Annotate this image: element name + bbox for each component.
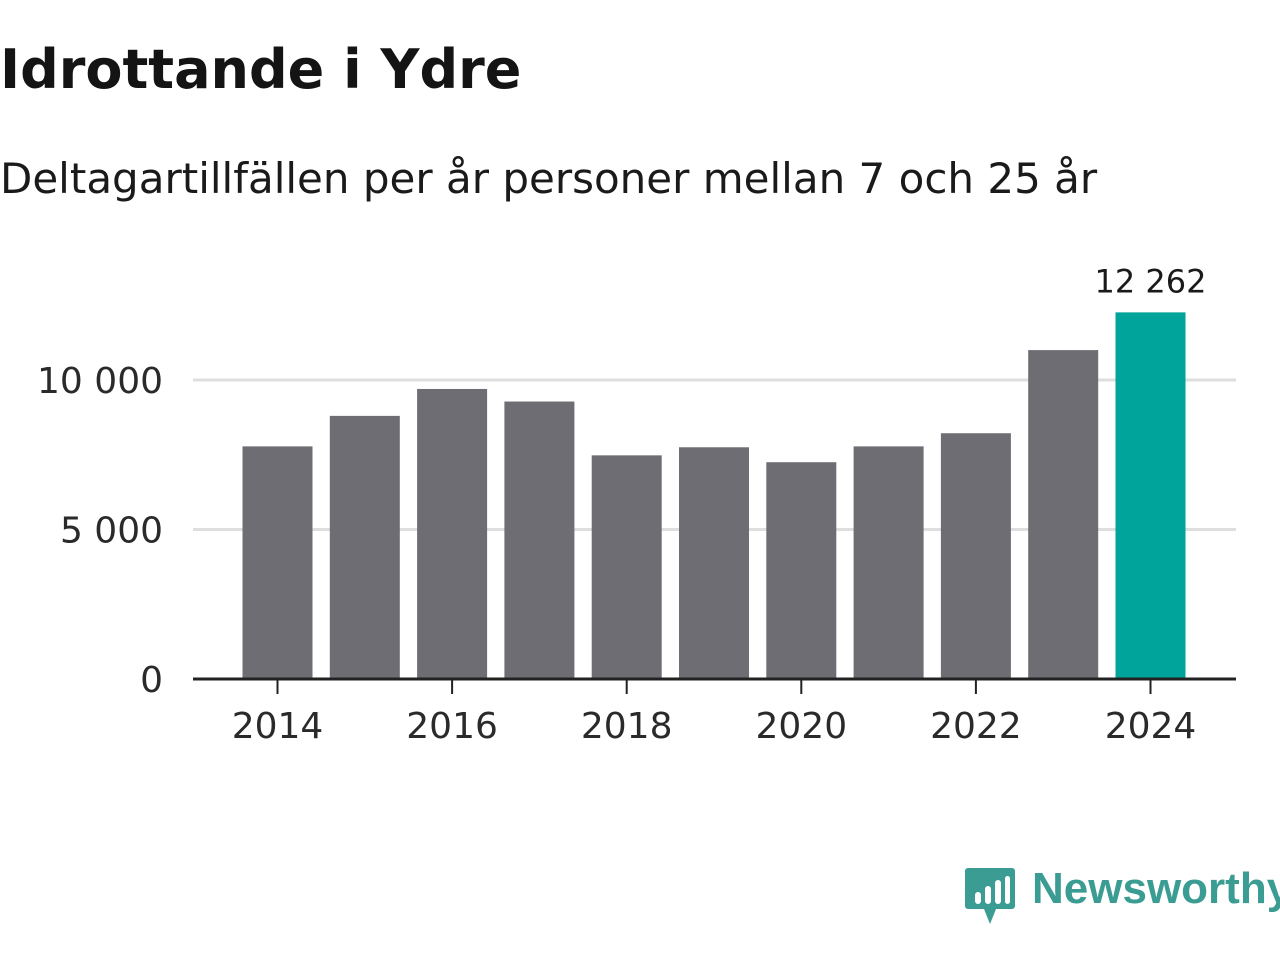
bar-2018: [591, 455, 662, 679]
bar-2020: [766, 462, 837, 679]
bar-2019: [679, 447, 749, 679]
bar-2016: [417, 388, 488, 679]
bars: [242, 312, 1186, 679]
x-axis: [193, 677, 1236, 694]
x-tick-label: 2016: [406, 706, 498, 747]
bar-chart: 0 5 000 10 000 2014 2016 2018 2020 2022 2024 12 2…: [37, 262, 1236, 747]
newsworthy-logo: Newsworthy: [964, 864, 1280, 928]
bar-2014: [242, 446, 313, 679]
y-tick-label: 5 000: [60, 511, 163, 552]
newsworthy-logo-icon: [965, 868, 1015, 924]
chart-subtitle: Deltagartillfällen per år personer mella…: [0, 154, 1098, 203]
x-tick-label: 2020: [755, 706, 847, 747]
bar-2023: [1028, 350, 1099, 679]
y-tick-label: 0: [140, 660, 163, 701]
x-tick-label: 2022: [930, 706, 1022, 747]
bar-2017: [504, 401, 575, 679]
bar-2015: [329, 415, 400, 679]
bar-2024: [1115, 312, 1186, 679]
chart-title: Idrottande i Ydre: [0, 38, 522, 101]
x-tick-label: 2014: [232, 706, 324, 747]
x-tick-label: 2024: [1105, 706, 1197, 747]
y-tick-label: 10 000: [37, 361, 163, 402]
bar-2021: [853, 446, 924, 679]
data-label: 12 262: [1095, 262, 1207, 300]
brand-name: Newsworthy: [1032, 864, 1280, 913]
x-tick-label: 2018: [581, 706, 673, 747]
labels: 0 5 000 10 000 2014 2016 2018 2020 2022 2024 12 2…: [37, 262, 1206, 747]
bar-2022: [940, 433, 1011, 679]
